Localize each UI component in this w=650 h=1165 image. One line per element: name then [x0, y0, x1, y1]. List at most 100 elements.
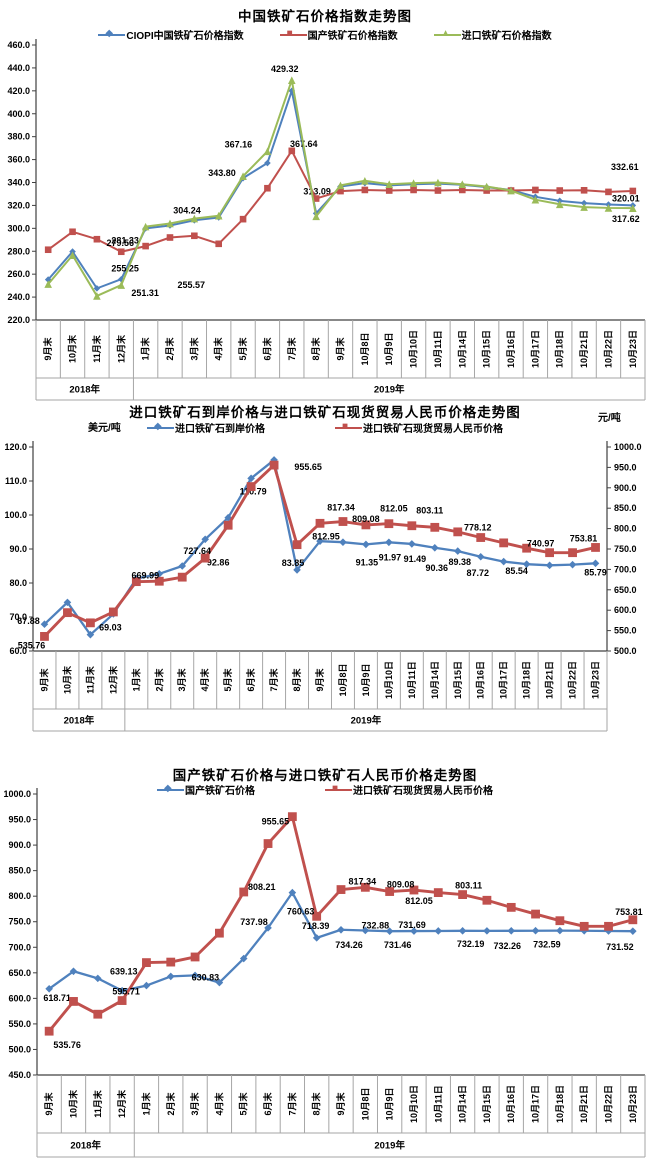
svg-text:10月10日: 10月10日 — [409, 330, 419, 368]
svg-text:10月23日: 10月23日 — [591, 661, 601, 699]
svg-text:100.0: 100.0 — [4, 510, 27, 520]
svg-text:9月末: 9月末 — [38, 668, 49, 692]
svg-text:2月末: 2月末 — [165, 1092, 176, 1116]
svg-text:760.63: 760.63 — [287, 906, 315, 916]
svg-text:737.98: 737.98 — [240, 917, 268, 927]
svg-text:650.0: 650.0 — [8, 968, 31, 978]
svg-text:320.0: 320.0 — [7, 200, 30, 210]
svg-text:6月末: 6月末 — [245, 668, 256, 692]
svg-text:120.0: 120.0 — [4, 442, 27, 452]
chart1-legend: ◆ CIOPI中国铁矿石价格指数 ■ 国产铁矿石价格指数 ▲ 进口铁矿石价格指数 — [0, 27, 650, 42]
svg-text:92.86: 92.86 — [207, 557, 230, 567]
svg-text:7月末: 7月末 — [286, 337, 297, 361]
svg-text:91.97: 91.97 — [379, 552, 402, 562]
svg-text:8月末: 8月末 — [311, 1092, 322, 1116]
svg-text:440.0: 440.0 — [7, 63, 30, 73]
legend-label: 国产铁矿石价格 — [185, 786, 255, 797]
svg-text:420.0: 420.0 — [7, 86, 30, 96]
svg-text:83.85: 83.85 — [282, 558, 305, 568]
svg-text:87.72: 87.72 — [466, 568, 489, 578]
svg-text:618.71: 618.71 — [43, 993, 71, 1003]
svg-text:812.95: 812.95 — [312, 531, 340, 541]
diamond-marker-icon: ◆ — [157, 783, 184, 796]
svg-text:10月21日: 10月21日 — [579, 330, 589, 368]
svg-text:240.0: 240.0 — [7, 292, 30, 302]
svg-text:639.13: 639.13 — [110, 966, 138, 976]
svg-text:10月8日: 10月8日 — [360, 332, 370, 365]
svg-text:1月末: 1月末 — [140, 337, 151, 361]
svg-text:803.11: 803.11 — [416, 505, 443, 515]
legend-label: 国产铁矿石价格指数 — [307, 31, 398, 42]
svg-text:10月22日: 10月22日 — [603, 330, 613, 368]
svg-text:281.33: 281.33 — [111, 236, 139, 246]
svg-text:2月末: 2月末 — [153, 668, 164, 692]
svg-text:850.0: 850.0 — [8, 866, 31, 876]
svg-text:6月末: 6月末 — [261, 337, 272, 361]
svg-text:90.0: 90.0 — [9, 544, 27, 554]
legend-label: 进口铁矿石现货贸易人民币价格 — [363, 424, 503, 435]
svg-text:90.36: 90.36 — [426, 563, 449, 573]
svg-text:9月末: 9月末 — [314, 668, 325, 692]
svg-text:380.0: 380.0 — [7, 132, 30, 142]
chart1-title: 中国铁矿石价格指数走势图 — [238, 9, 412, 24]
svg-text:10月10日: 10月10日 — [409, 1085, 419, 1123]
svg-text:89.38: 89.38 — [448, 557, 471, 567]
svg-text:10月22日: 10月22日 — [568, 661, 578, 699]
svg-text:70.0: 70.0 — [9, 612, 27, 622]
svg-text:429.32: 429.32 — [271, 64, 299, 74]
series-国产铁矿石价格: 618.71 639.13 630.83 737.98 718.39 734.26 732.… — [43, 888, 637, 1003]
svg-text:3月末: 3月末 — [189, 1092, 200, 1116]
svg-text:2018年: 2018年 — [69, 384, 100, 396]
svg-text:5月末: 5月末 — [222, 668, 233, 692]
svg-text:600.0: 600.0 — [8, 993, 31, 1003]
svg-text:255.57: 255.57 — [177, 280, 205, 290]
svg-text:10月末: 10月末 — [61, 665, 72, 694]
svg-text:817.34: 817.34 — [327, 503, 355, 513]
chart2-right-axis-unit: 元/吨 — [598, 413, 621, 424]
svg-text:220.0: 220.0 — [7, 315, 30, 325]
svg-text:812.05: 812.05 — [380, 504, 408, 514]
series-进口铁矿石现货贸易人民币价格: 535.76 669.99 727.64 955.65 812.95 817.34809.… — [18, 460, 600, 650]
legend-label: CIOPI中国铁矿石价格指数 — [126, 31, 244, 42]
legend-label: 进口铁矿石价格指数 — [461, 31, 552, 42]
chart2-plot: 120.0 110.0 100.0 90.0 80.0 70.0 60.0 1000.0 950… — [4, 441, 642, 732]
svg-text:731.52: 731.52 — [606, 942, 634, 952]
svg-text:320.01: 320.01 — [612, 193, 640, 203]
svg-text:12月末: 12月末 — [116, 1089, 127, 1118]
svg-text:4月末: 4月末 — [213, 1092, 224, 1116]
svg-text:778.12: 778.12 — [464, 523, 492, 533]
svg-text:3月末: 3月末 — [188, 337, 199, 361]
svg-text:317.62: 317.62 — [612, 214, 640, 224]
svg-text:1000.0: 1000.0 — [3, 789, 31, 799]
svg-text:900.0: 900.0 — [8, 840, 31, 850]
svg-text:340.0: 340.0 — [7, 178, 30, 188]
svg-text:332.61: 332.61 — [611, 162, 639, 172]
svg-text:110.0: 110.0 — [5, 476, 27, 486]
svg-text:313.09: 313.09 — [303, 186, 331, 196]
svg-text:343.80: 343.80 — [208, 168, 236, 178]
chart1-plot: 460.0 440.0 420.0 400.0 380.0 360.0 340.0 320.0… — [7, 39, 646, 401]
svg-text:367.16: 367.16 — [225, 139, 253, 149]
svg-text:750.0: 750.0 — [8, 917, 31, 927]
svg-text:550.0: 550.0 — [614, 626, 637, 636]
triangle-marker-icon: ▲ — [433, 28, 461, 41]
chart3-title: 国产铁矿石价格与进口铁矿石人民币价格走势图 — [172, 768, 478, 783]
svg-text:7月末: 7月末 — [268, 668, 279, 692]
legend-label: 进口铁矿石现货贸易人民币价格 — [353, 786, 493, 797]
svg-text:10月8日: 10月8日 — [338, 663, 348, 696]
svg-text:11月末: 11月末 — [92, 1089, 103, 1118]
svg-text:10月15日: 10月15日 — [482, 330, 492, 368]
svg-text:2019年: 2019年 — [351, 715, 382, 727]
svg-text:731.46: 731.46 — [384, 940, 412, 950]
svg-text:10月8日: 10月8日 — [360, 1087, 370, 1120]
diamond-marker-icon: ◆ — [98, 28, 126, 41]
svg-text:10月9日: 10月9日 — [384, 332, 394, 365]
svg-text:500.0: 500.0 — [614, 646, 637, 656]
series-进口铁矿石现货贸易人民币价格: 535.76 595.71 808.21 955.65 760.63 817.34 809.… — [44, 812, 643, 1050]
svg-text:5月末: 5月末 — [237, 337, 248, 361]
svg-text:650.0: 650.0 — [614, 585, 637, 595]
svg-text:808.21: 808.21 — [248, 882, 276, 892]
svg-text:11月末: 11月末 — [91, 334, 102, 363]
svg-text:10月末: 10月末 — [67, 334, 78, 363]
